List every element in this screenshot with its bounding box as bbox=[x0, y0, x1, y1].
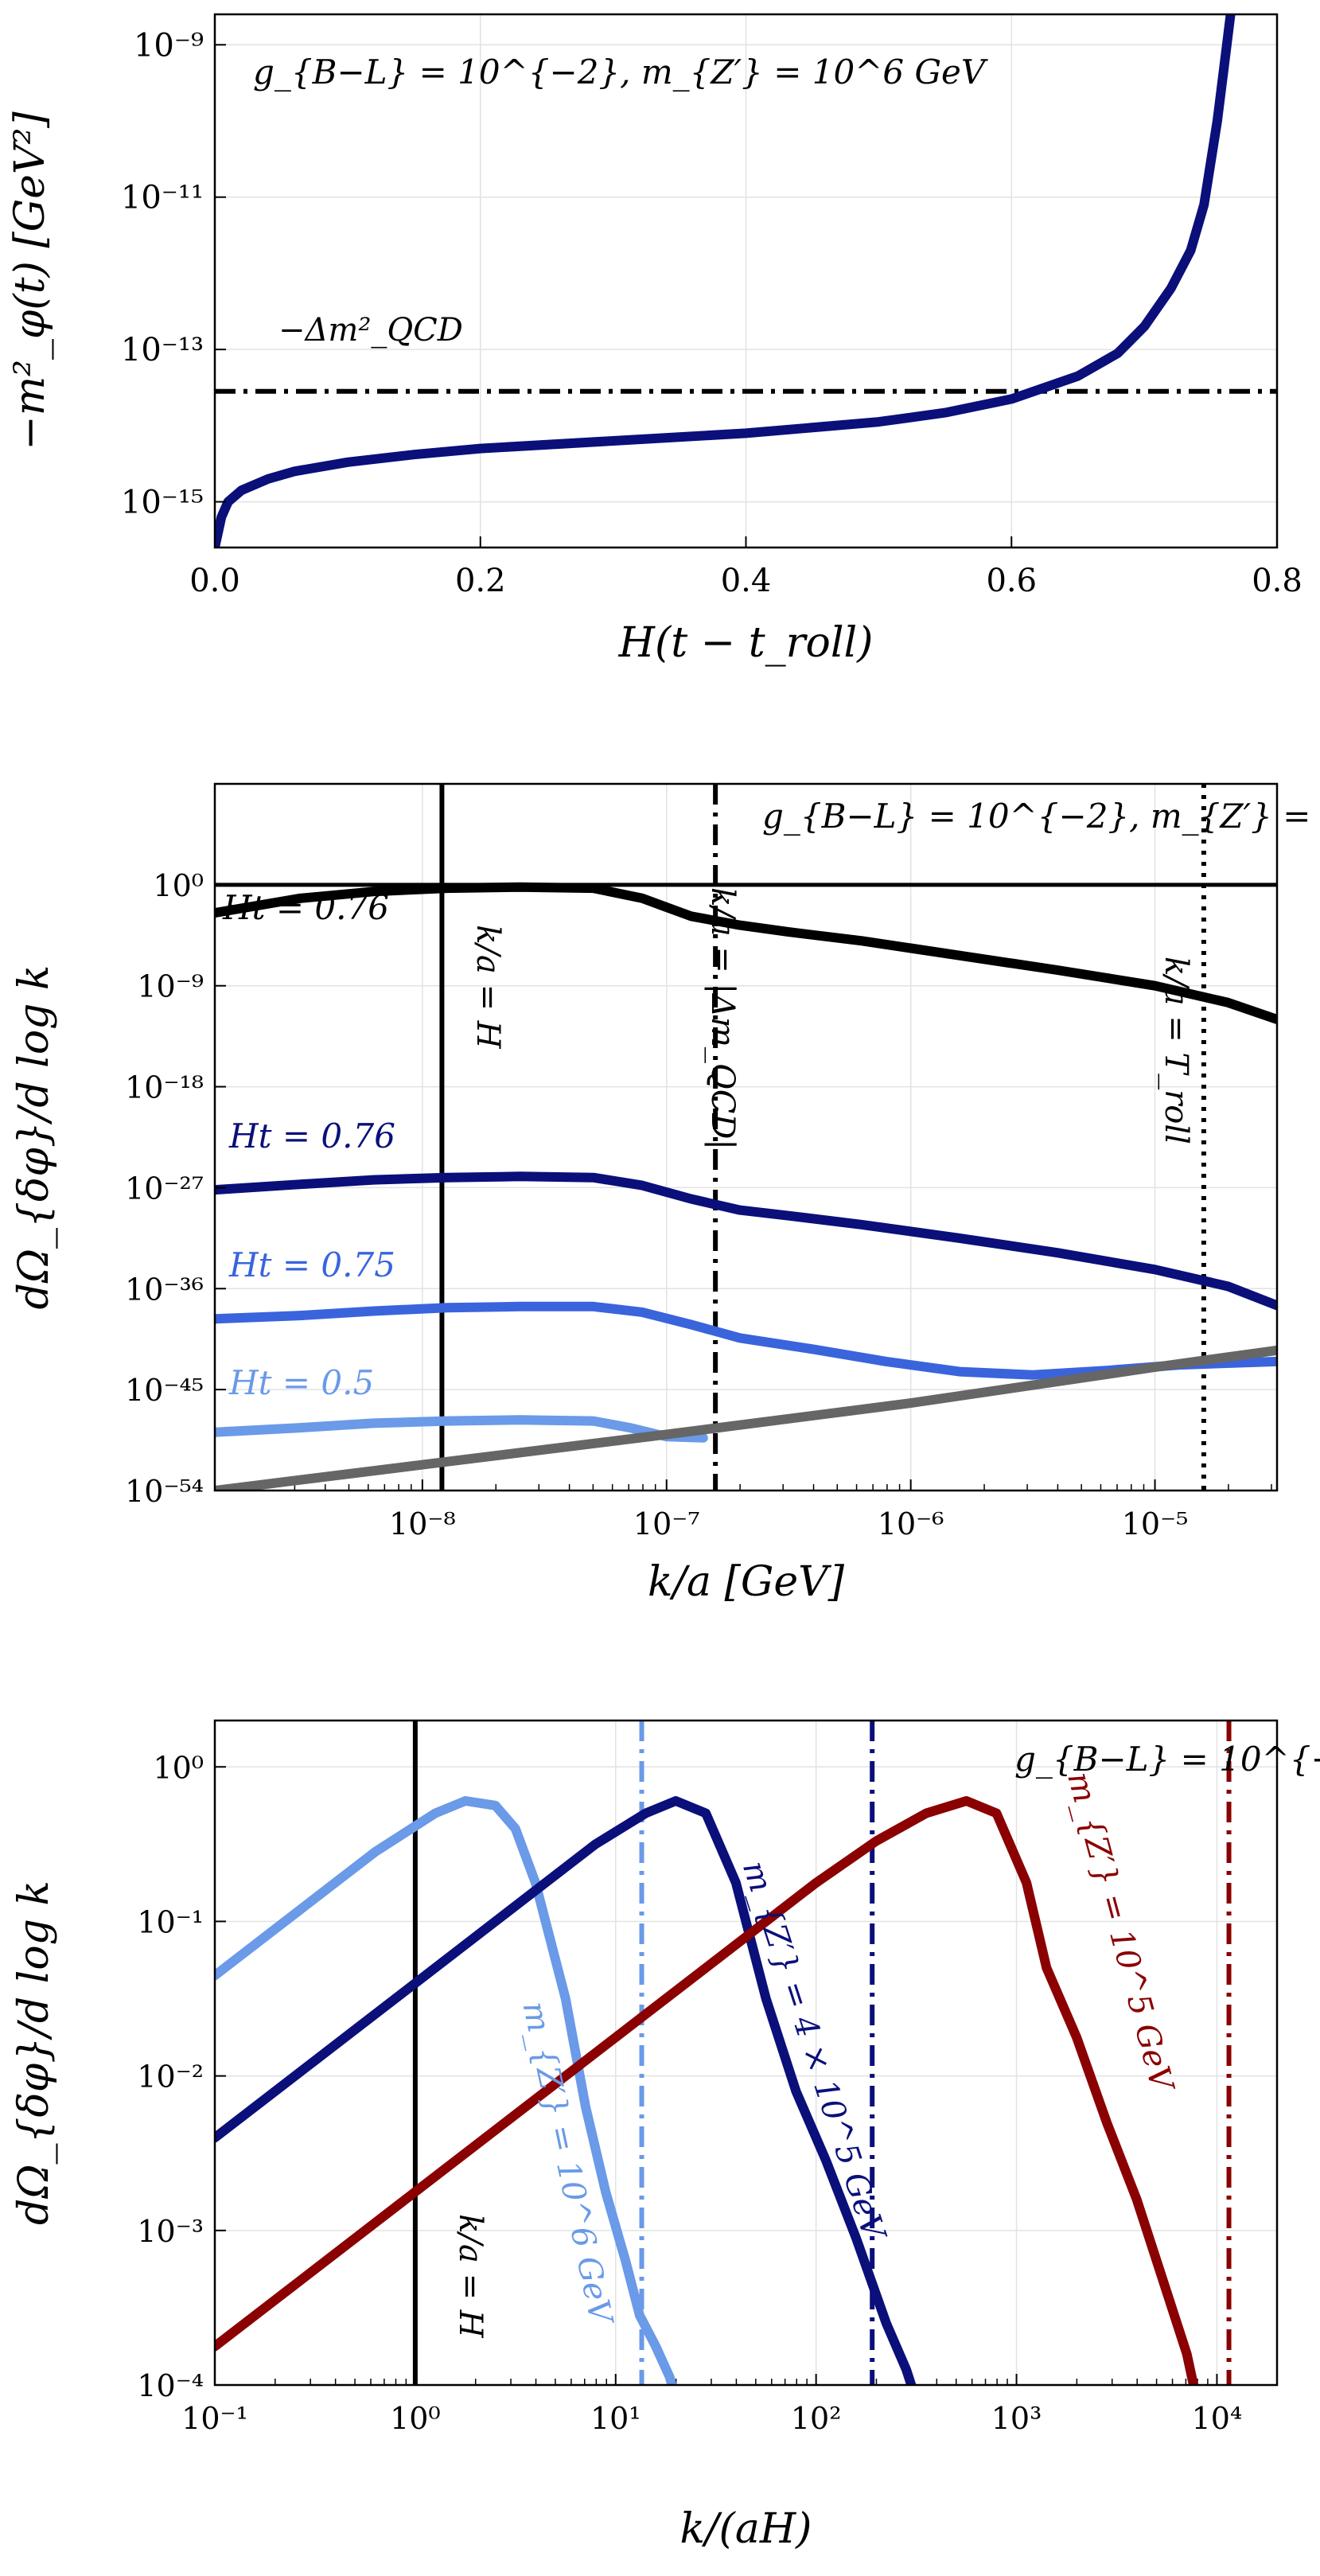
series-line-0 bbox=[215, 14, 1236, 548]
chart-panel-bottom: 10⁻¹ 10⁰ 10¹ 10² 10³ 10⁴ 10⁻⁴ 10⁻³ 10⁻² 10⁻¹ 10⁰ k/… bbox=[10, 1719, 1320, 2553]
series-label-1: m_{Z′} = 4 × 10^5 GeV bbox=[735, 1857, 893, 2247]
x-axis-label: H(t − t_roll) bbox=[618, 619, 874, 667]
y-tick-label: 10⁻¹¹ bbox=[121, 180, 204, 216]
y-axis-label: dΩ_{δφ}/d log k bbox=[10, 965, 58, 1310]
series-label-3: Ht = 0.5 bbox=[228, 1363, 374, 1402]
parameter-annotation: g_{B−L} = 10^{−2}, m_{Z′} = 10^6 GeV bbox=[762, 797, 1320, 836]
plot-area bbox=[215, 14, 1277, 548]
x-tick-label: 10⁴ bbox=[1192, 2401, 1243, 2436]
series-line-2 bbox=[215, 1301, 1277, 1380]
y-tick-label: 10⁻⁴ bbox=[137, 2368, 204, 2403]
y-tick-label: 10⁻¹⁸ bbox=[125, 1070, 204, 1105]
chart-panel-middle: 10⁻⁸ 10⁻⁷ 10⁻⁶ 10⁻⁵ 10⁻⁵⁴ 10⁻⁴⁵ 10⁻³⁶ 10⁻²⁷ 10⁻¹… bbox=[10, 782, 1320, 1606]
x-axis-label: k/a [GeV] bbox=[648, 1558, 845, 1606]
x-tick-label: 10² bbox=[791, 2401, 842, 2436]
x-tick-label: 0.2 bbox=[455, 563, 506, 599]
x-tick-label: 10³ bbox=[991, 2401, 1042, 2436]
series-line-0 bbox=[215, 882, 1277, 1024]
vline-label-0: k/a = H bbox=[469, 925, 506, 1050]
y-tick-label: 10⁻¹⁵ bbox=[121, 485, 204, 521]
y-axis-label: dΩ_{δφ}/d log k bbox=[10, 1880, 58, 2225]
vline-label-2: k/a = T_roll bbox=[1158, 957, 1194, 1144]
x-tick-label: 10⁻⁶ bbox=[878, 1506, 944, 1541]
y-tick-label: 10⁻²⁷ bbox=[125, 1171, 204, 1206]
x-tick-label: 0.8 bbox=[1252, 563, 1302, 599]
y-tick-label: 10⁻¹³ bbox=[121, 332, 204, 368]
chart-panel-top: 0.0 0.2 0.4 0.6 0.8 10⁻¹⁵ 10⁻¹³ 10⁻¹¹ 10⁻⁹ H(t − … bbox=[6, 13, 1302, 667]
series-label-0: Ht = 0.76 bbox=[222, 888, 389, 927]
y-tick-label: 10⁰ bbox=[153, 868, 204, 903]
y-tick-label: 10⁻¹ bbox=[137, 1904, 204, 1939]
y-tick-label: 10⁻⁹ bbox=[137, 969, 204, 1004]
y-tick-label: 10⁻² bbox=[137, 2060, 204, 2095]
series-line-0 bbox=[215, 1796, 677, 2385]
x-tick-label: 0.6 bbox=[986, 563, 1037, 599]
series-label-1: Ht = 0.76 bbox=[228, 1117, 395, 1155]
x-tick-label: 10⁻⁸ bbox=[389, 1506, 456, 1541]
y-tick-label: 10⁰ bbox=[153, 1750, 204, 1785]
y-tick-label: 10⁻⁹ bbox=[134, 27, 204, 64]
series-line-1 bbox=[215, 1171, 1277, 1311]
series-line-2 bbox=[215, 1796, 1199, 2385]
x-tick-label: 0.0 bbox=[189, 563, 240, 599]
y-axis-label: −m²_φ(t) [GeV²] bbox=[6, 111, 54, 450]
parameter-annotation: g_{B−L} = 10^{−2}, m_{Z′} = 10^6 GeV bbox=[253, 53, 988, 92]
x-tick-label: 0.4 bbox=[721, 563, 772, 599]
vline-label-1: k/a = |Δm_QCD| bbox=[704, 887, 741, 1150]
y-tick-label: 10⁻⁴⁵ bbox=[125, 1373, 204, 1408]
series-line-4 bbox=[215, 1345, 1277, 1491]
y-tick-label: 10⁻³⁶ bbox=[125, 1272, 204, 1307]
y-tick-label: 10⁻³ bbox=[137, 2214, 204, 2249]
x-axis-label: k/(aH) bbox=[680, 2505, 812, 2553]
x-tick-label: 10⁰ bbox=[390, 2401, 441, 2436]
x-tick-label: 10⁻⁷ bbox=[633, 1506, 700, 1541]
plot-frame bbox=[213, 1719, 1279, 2387]
x-tick-label: 10⁻¹ bbox=[181, 2401, 248, 2436]
hline-label: −Δm²_QCD bbox=[278, 312, 463, 349]
plot-frame bbox=[213, 782, 1279, 1492]
x-tick-label: 10¹ bbox=[590, 2401, 641, 2436]
series-line-1 bbox=[215, 1796, 917, 2385]
plot-area bbox=[215, 784, 1277, 1491]
plot-area bbox=[215, 1721, 1232, 2385]
parameter-annotation: g_{B−L} = 10^{−2} bbox=[1014, 1740, 1320, 1779]
y-tick-label: 10⁻⁵⁴ bbox=[125, 1474, 204, 1509]
series-label-2: Ht = 0.75 bbox=[228, 1245, 395, 1284]
x-tick-label: 10⁻⁵ bbox=[1122, 1506, 1189, 1541]
vline-label-0: k/a = H bbox=[452, 2214, 489, 2339]
